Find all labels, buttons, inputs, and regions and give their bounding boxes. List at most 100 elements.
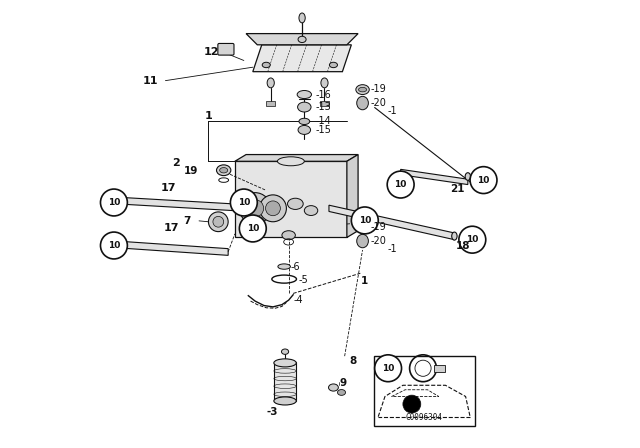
Text: 10: 10 [394,180,407,189]
Polygon shape [253,45,351,72]
Circle shape [351,207,378,234]
Text: 9: 9 [339,378,346,388]
Ellipse shape [358,87,367,92]
Text: 7: 7 [184,216,191,226]
Circle shape [100,189,127,216]
Text: 17: 17 [163,224,179,233]
Text: 10: 10 [108,198,120,207]
Text: 10: 10 [358,216,371,225]
Ellipse shape [452,232,457,240]
Text: 10: 10 [466,235,479,244]
Text: 19: 19 [184,166,198,176]
Text: -6: -6 [291,262,301,271]
Polygon shape [246,34,358,45]
Text: 10: 10 [246,224,259,233]
Polygon shape [116,241,228,255]
Text: -20: -20 [370,98,386,108]
Circle shape [403,395,421,413]
Text: 10: 10 [382,364,394,373]
Text: -16: -16 [316,90,332,99]
Ellipse shape [274,397,296,405]
Circle shape [260,195,287,222]
Polygon shape [401,169,468,185]
Ellipse shape [465,173,470,180]
Text: -19: -19 [370,84,386,94]
Text: 18: 18 [456,241,470,251]
Ellipse shape [356,85,369,95]
Circle shape [239,193,271,224]
FancyBboxPatch shape [218,43,234,55]
Bar [235,161,347,237]
Bar [435,365,445,372]
Ellipse shape [274,359,296,367]
Text: 12: 12 [204,47,219,57]
Ellipse shape [282,349,289,354]
Ellipse shape [216,165,231,176]
Polygon shape [329,205,454,240]
Ellipse shape [298,102,311,112]
Ellipse shape [328,384,339,391]
Text: -4: -4 [293,295,303,305]
Circle shape [459,226,486,253]
Ellipse shape [297,90,312,99]
Text: 10: 10 [237,198,250,207]
Circle shape [246,200,264,217]
Bar [320,101,329,106]
Circle shape [374,355,401,382]
Ellipse shape [356,234,369,248]
Text: 10: 10 [477,176,490,185]
Text: -1: -1 [387,244,397,254]
Text: 8: 8 [349,356,356,366]
Ellipse shape [282,231,296,240]
Polygon shape [235,155,358,161]
Ellipse shape [278,157,305,166]
Circle shape [387,171,414,198]
Text: 10: 10 [108,241,120,250]
Text: 1: 1 [205,111,212,121]
Ellipse shape [298,36,306,43]
Circle shape [470,167,497,194]
Text: 21: 21 [450,184,465,194]
Text: -5: -5 [298,276,308,285]
Text: -15: -15 [316,125,332,135]
Ellipse shape [299,118,310,125]
Circle shape [209,212,228,232]
Ellipse shape [262,62,270,68]
Bar [374,356,474,426]
Text: 1: 1 [360,276,367,286]
Ellipse shape [113,240,119,248]
Ellipse shape [358,225,367,230]
Ellipse shape [298,125,310,134]
Text: 17: 17 [161,183,177,193]
Ellipse shape [299,13,305,23]
Ellipse shape [287,198,303,209]
Ellipse shape [321,78,328,88]
Text: 2: 2 [172,158,180,168]
Text: -19: -19 [370,222,386,232]
Text: -20: -20 [370,236,386,246]
Ellipse shape [330,62,337,68]
Polygon shape [116,197,233,211]
Ellipse shape [356,96,369,110]
Circle shape [230,189,257,216]
Circle shape [213,216,224,227]
Text: C0096304: C0096304 [406,413,443,422]
Ellipse shape [267,78,275,88]
Ellipse shape [337,390,346,396]
Text: -1: -1 [387,106,397,116]
Circle shape [239,215,266,242]
Bar [274,362,296,401]
Ellipse shape [356,223,369,233]
Ellipse shape [304,206,318,215]
Bar [266,101,275,106]
Circle shape [266,201,280,216]
Text: -13: -13 [316,102,332,112]
Ellipse shape [113,197,119,205]
Ellipse shape [220,168,228,173]
Ellipse shape [278,264,291,269]
Text: -3: -3 [266,407,278,417]
Circle shape [100,232,127,259]
Text: 11: 11 [143,76,159,86]
Polygon shape [347,155,358,237]
Text: -14: -14 [316,116,332,126]
